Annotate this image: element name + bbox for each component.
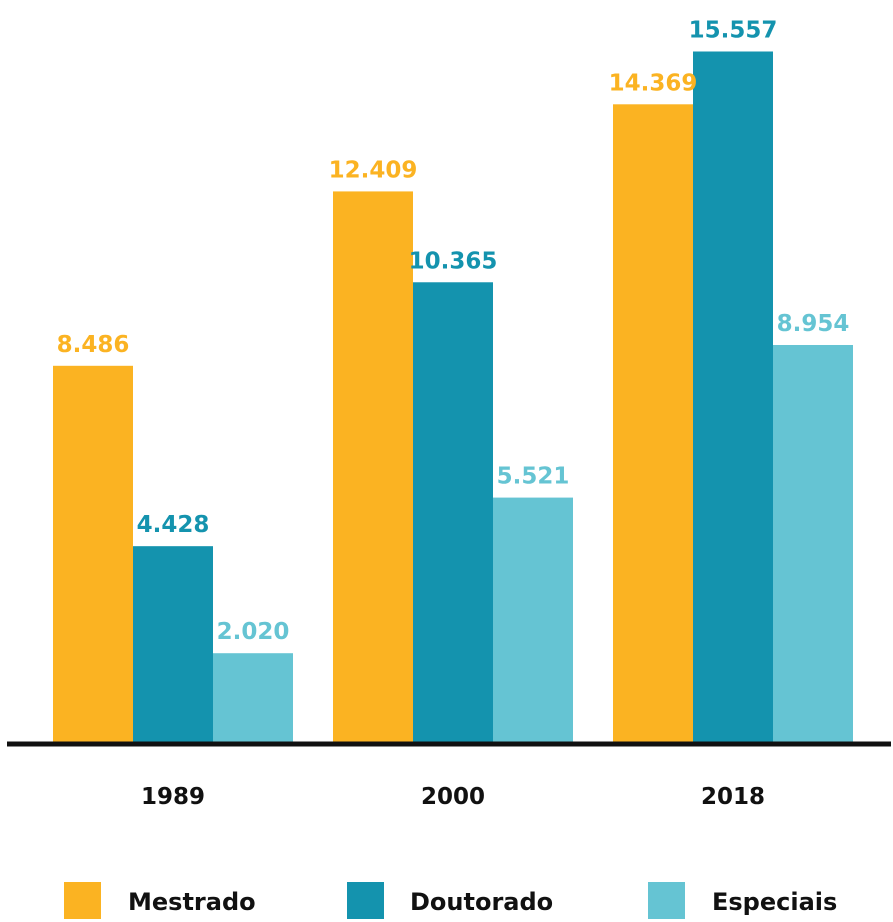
bars-layer (53, 51, 853, 744)
value-label-mestrado-1989: 8.486 (57, 332, 130, 358)
legend-label-mestrado: Mestrado (128, 888, 256, 916)
value-label-doutorado-1989: 4.428 (137, 512, 210, 538)
legend-swatch-especiais (648, 882, 685, 919)
bar-doutorado-2018 (693, 51, 773, 744)
value-label-especiais-1989: 2.020 (217, 619, 290, 645)
bar-mestrado-1989 (53, 365, 133, 743)
value-labels-layer: 8.486 4.428 2.020 12.409 10.365 5.521 14.369 15… (57, 17, 850, 645)
category-label-2018: 2018 (701, 784, 765, 810)
legend-label-doutorado: Doutorado (410, 888, 553, 916)
value-label-especiais-2018: 8.954 (777, 311, 850, 337)
legend: Mestrado Doutorado Especiais (64, 882, 837, 919)
bar-mestrado-2018 (613, 104, 693, 743)
bar-especiais-1989 (213, 653, 293, 743)
legend-swatch-mestrado (64, 882, 101, 919)
legend-swatch-doutorado (347, 882, 384, 919)
bar-doutorado-1989 (133, 546, 213, 743)
value-label-especiais-2000: 5.521 (497, 464, 570, 490)
bar-especiais-2000 (493, 497, 573, 743)
bar-especiais-2018 (773, 344, 853, 743)
category-label-2000: 2000 (421, 784, 485, 810)
category-label-1989: 1989 (141, 784, 205, 810)
value-label-doutorado-2000: 10.365 (409, 248, 498, 274)
bar-mestrado-2000 (333, 191, 413, 744)
category-labels-layer: 1989 2000 2018 (141, 784, 765, 810)
legend-label-especiais: Especiais (712, 888, 837, 916)
value-label-mestrado-2018: 14.369 (609, 70, 698, 96)
value-label-mestrado-2000: 12.409 (329, 157, 418, 183)
value-label-doutorado-2018: 15.557 (689, 17, 778, 43)
bar-doutorado-2000 (413, 282, 493, 743)
